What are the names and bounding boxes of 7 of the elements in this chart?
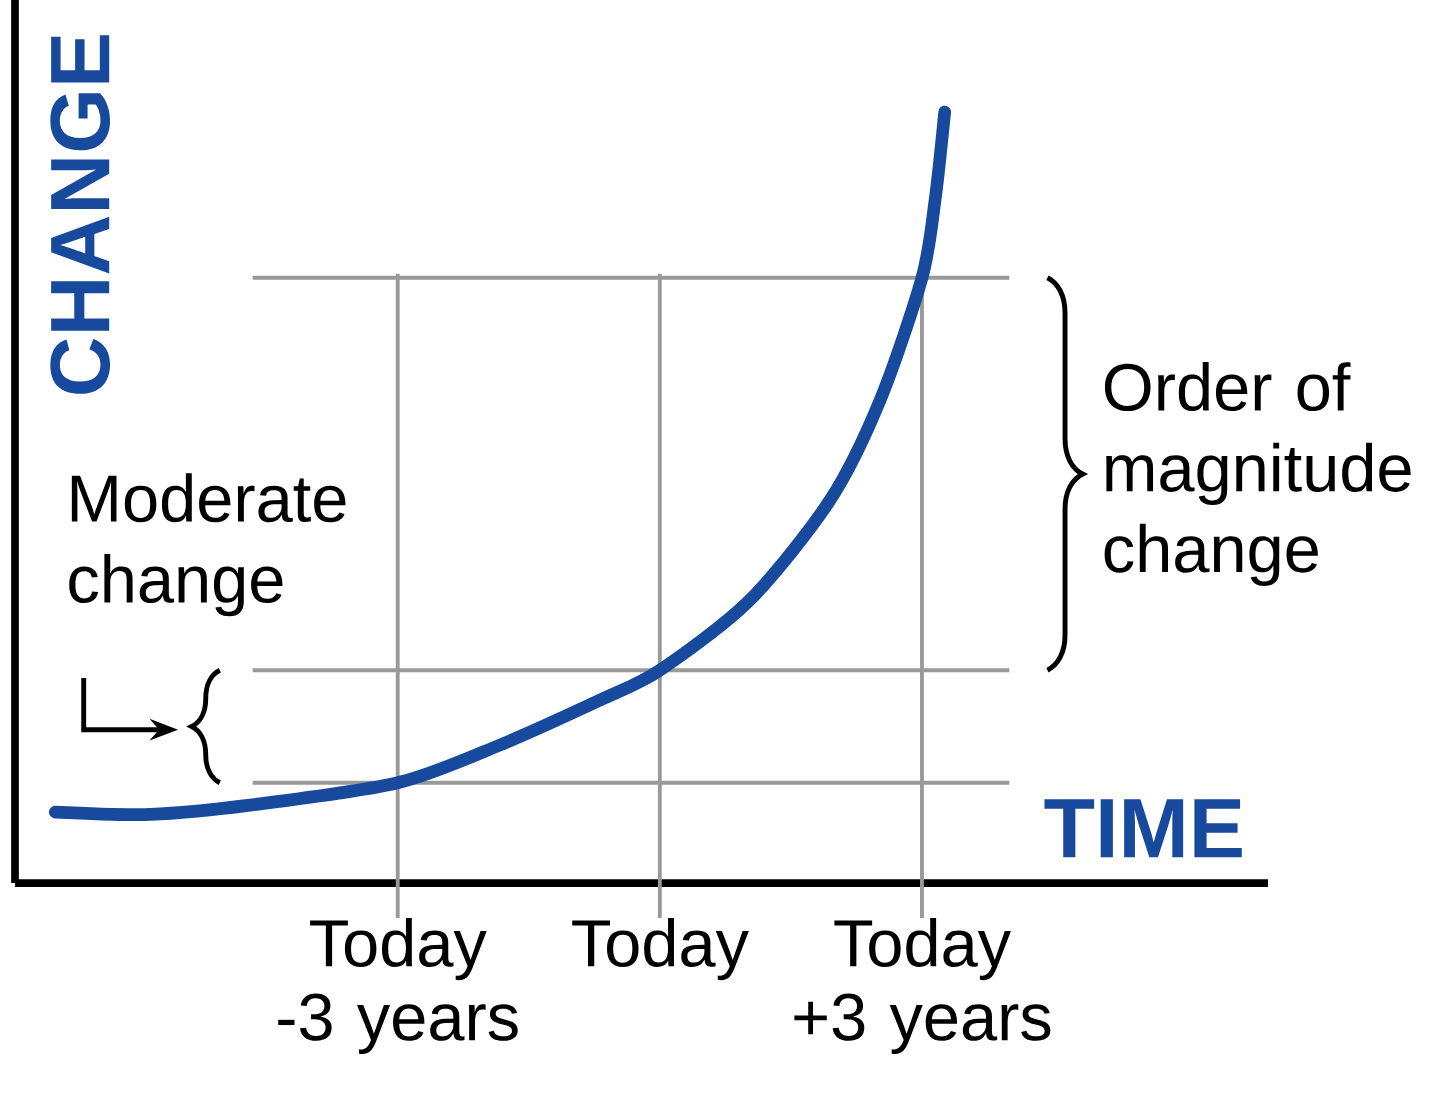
x-axis-title: TIME — [1044, 799, 1242, 858]
x-tick-label: Today +3 years — [794, 917, 1051, 1054]
x-tick-label: Today — [572, 917, 749, 981]
x-tick-label: Today -3 years — [278, 917, 518, 1054]
annotation: Moderate change — [69, 473, 346, 617]
y-axis-title: CHANGE — [50, 35, 111, 394]
annotation: Order of magnitude change — [1104, 362, 1411, 586]
